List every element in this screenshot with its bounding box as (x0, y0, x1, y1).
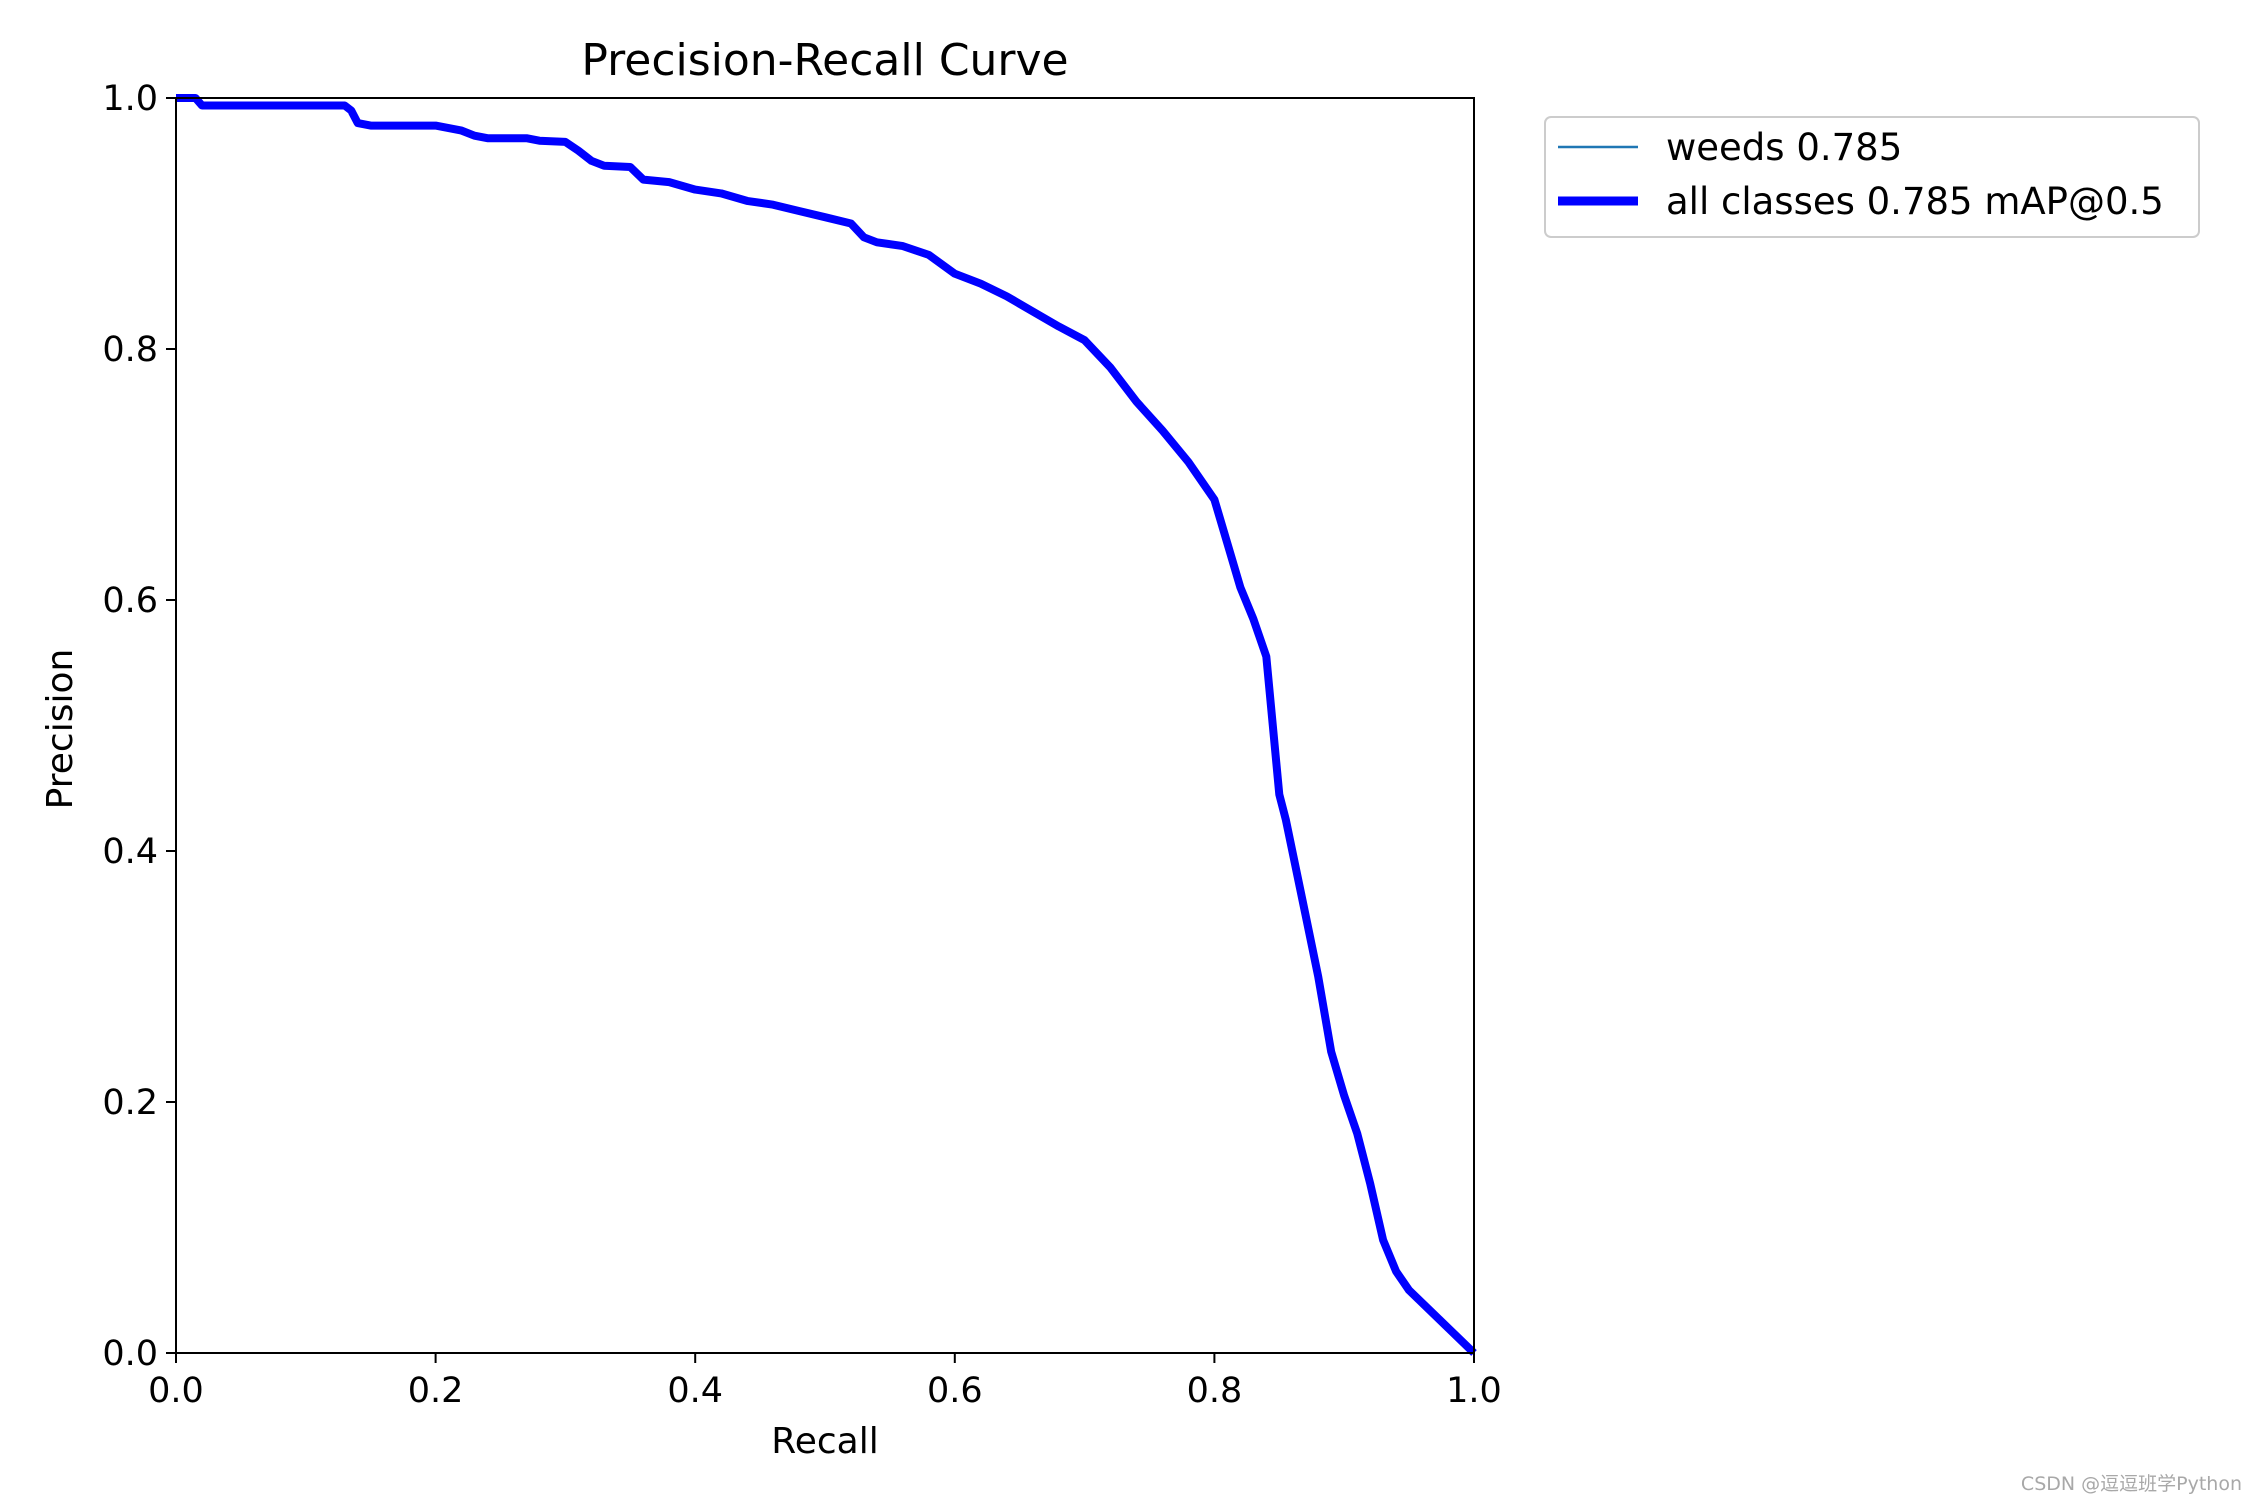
y-axis-label: Precision (40, 649, 81, 810)
plot-area (176, 98, 1474, 1353)
series-line-all-classes (176, 94, 1477, 1356)
y-tick-label: 0.0 (102, 1334, 158, 1374)
legend: weeds 0.785 all classes 0.785 mAP@0.5 (1544, 116, 2200, 238)
x-tick-label: 0.4 (667, 1371, 723, 1411)
watermark: CSDN @逗逗班学Python (2021, 1473, 2242, 1495)
x-tick-label: 0.0 (148, 1371, 204, 1411)
y-tick-label: 1.0 (102, 79, 158, 119)
y-tick-label: 0.6 (102, 581, 158, 621)
series-layer (176, 94, 1477, 1356)
x-axis-label: Recall (771, 1421, 878, 1462)
y-axis-ticks: 0.0 0.2 0.4 0.6 0.8 1.0 (102, 79, 176, 1374)
chart-title: Precision-Recall Curve (581, 35, 1068, 86)
x-axis-ticks: 0.0 0.2 0.4 0.6 0.8 1.0 (148, 1353, 1502, 1411)
x-tick-label: 1.0 (1446, 1371, 1502, 1411)
y-tick-label: 0.2 (102, 1083, 158, 1123)
y-tick-label: 0.8 (102, 330, 158, 370)
axes-frame (175, 97, 1475, 1354)
x-tick-label: 0.6 (927, 1371, 983, 1411)
x-tick-label: 0.8 (1187, 1371, 1243, 1411)
x-tick-label: 0.2 (408, 1371, 464, 1411)
legend-label-all-classes: all classes 0.785 mAP@0.5 (1666, 180, 2164, 223)
y-tick-label: 0.4 (102, 832, 158, 872)
legend-label-weeds: weeds 0.785 (1666, 126, 1902, 169)
legend-box (1544, 116, 2200, 238)
